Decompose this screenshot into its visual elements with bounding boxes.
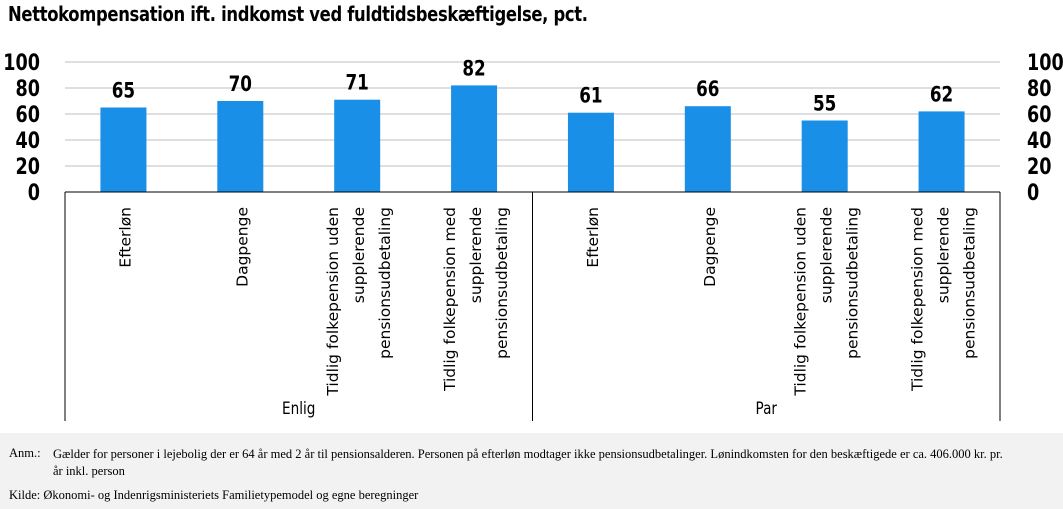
data-label: 70 (229, 72, 252, 96)
x-tick-label: Efterløn (584, 207, 602, 268)
note-text: Gælder for personer i lejebolig der er 6… (53, 447, 1003, 478)
group-label: Par (756, 399, 778, 419)
bar (100, 107, 147, 192)
x-tick-label: supplerende (467, 207, 485, 303)
x-tick-label: Tidlig folkepension uden (324, 207, 342, 397)
data-label: 55 (813, 92, 836, 116)
bar (334, 99, 381, 192)
chart-title: Nettokompensation ift. indkomst ved fuld… (8, 2, 588, 26)
data-label: 61 (579, 84, 602, 108)
data-label: 62 (930, 83, 953, 107)
y-tick-label-right: 0 (1027, 180, 1039, 205)
y-tick-label-right: 40 (1027, 128, 1051, 153)
y-tick-label-right: 60 (1027, 102, 1051, 127)
x-tick-label: pensionsudbetaling (493, 207, 511, 359)
x-tick-label: Efterløn (116, 207, 134, 268)
notes-panel: Anm.: Gælder for personer i lejebolig de… (0, 433, 1063, 509)
data-label: 71 (346, 71, 369, 95)
y-tick-label-left: 100 (3, 50, 40, 75)
bar (684, 106, 731, 192)
x-tick-label: pensionsudbetaling (376, 207, 394, 359)
source-note: Kilde: Økonomi- og Indenrigsministeriets… (9, 488, 419, 502)
y-tick-label-right: 80 (1027, 76, 1051, 101)
x-tick-label: Dagpenge (701, 207, 719, 287)
data-label: 65 (112, 79, 135, 103)
bar (801, 120, 848, 192)
y-tick-label-right: 20 (1027, 154, 1051, 179)
y-tick-label-left: 60 (16, 102, 40, 127)
x-tick-label: pensionsudbetaling (844, 207, 862, 359)
y-tick-label-right: 100 (1027, 50, 1063, 75)
y-tick-label-left: 40 (16, 128, 40, 153)
bar (217, 101, 264, 192)
y-tick-label-left: 20 (16, 154, 40, 179)
x-tick-label: pensionsudbetaling (961, 207, 979, 359)
bar (918, 111, 965, 192)
x-tick-label: Dagpenge (233, 207, 251, 287)
x-tick-label: Tidlig folkepension uden (792, 207, 810, 397)
bar (451, 85, 498, 192)
y-tick-label-left: 0 (28, 180, 40, 205)
y-tick-label-left: 80 (16, 76, 40, 101)
note-label: Anm.: (9, 446, 41, 460)
x-tick-label: Tidlig folkepension med (909, 207, 927, 392)
group-label: Enlig (282, 399, 315, 419)
x-tick-label: Tidlig folkepension med (441, 207, 459, 392)
data-label: 82 (462, 57, 485, 81)
bar (567, 112, 614, 192)
x-tick-label: supplerende (818, 207, 836, 303)
data-label: 66 (696, 77, 719, 101)
x-tick-label: supplerende (935, 207, 953, 303)
x-tick-label: supplerende (350, 207, 368, 303)
